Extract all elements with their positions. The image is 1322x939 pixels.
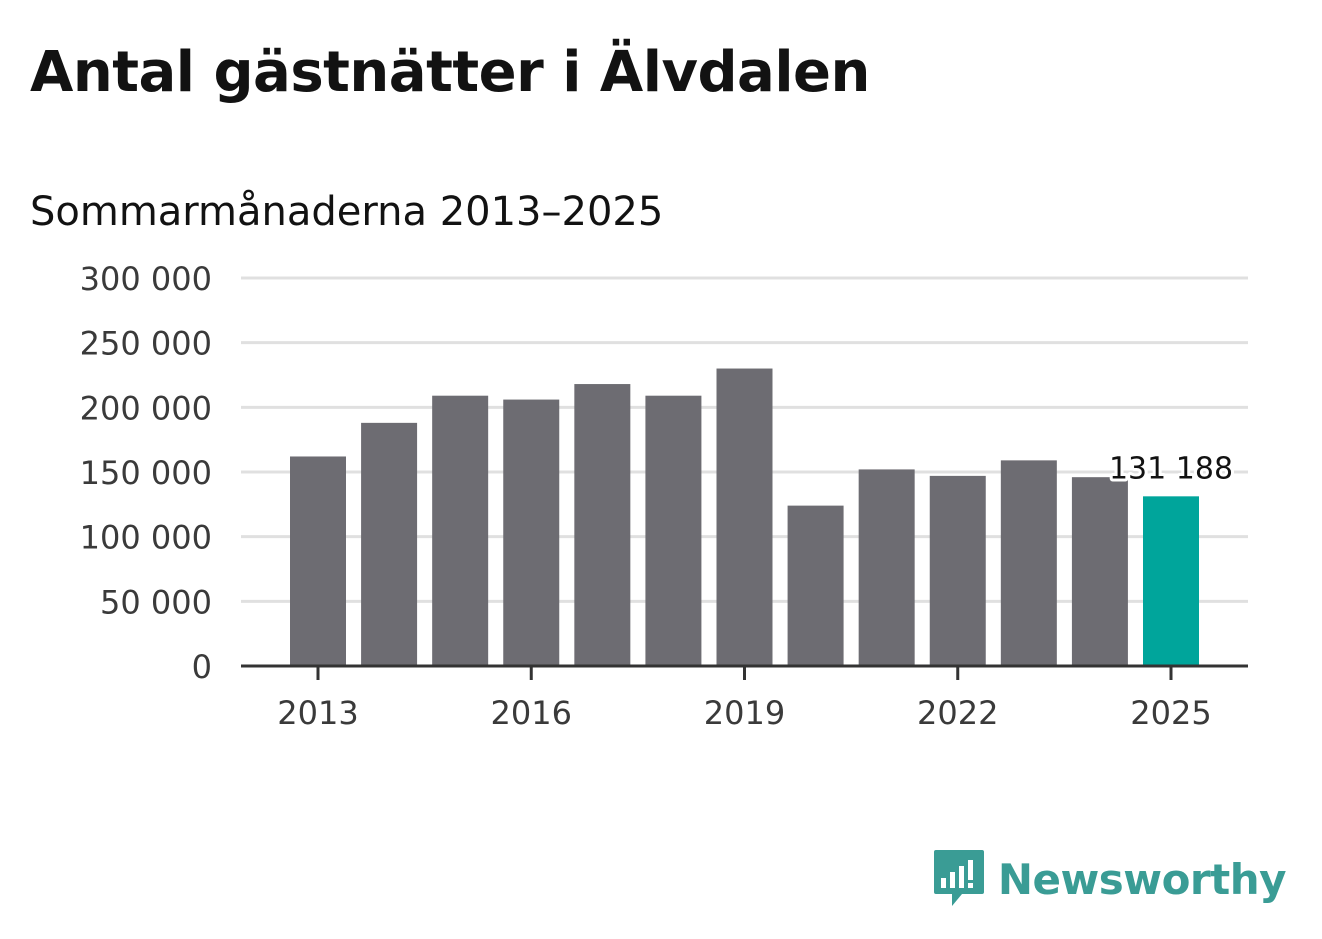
chart-title: Antal gästnätter i Älvdalen <box>30 40 870 105</box>
y-tick-label: 150 000 <box>80 454 212 492</box>
bar <box>929 475 986 666</box>
x-tick-label: 2025 <box>1130 694 1211 732</box>
x-tick-label: 2016 <box>491 694 572 732</box>
bar <box>503 399 560 666</box>
y-tick-label: 250 000 <box>80 325 212 363</box>
bar <box>858 469 915 666</box>
y-tick-label: 0 <box>192 648 212 686</box>
data-label: 131 188 <box>1109 451 1233 486</box>
bar <box>574 384 631 666</box>
x-tick-label: 2013 <box>277 694 358 732</box>
newsworthy-logo-icon <box>933 850 984 906</box>
newsworthy-wordmark: Newsworthy <box>997 854 1287 904</box>
x-tick-label: 2022 <box>917 694 998 732</box>
bar <box>1071 477 1128 666</box>
bar <box>361 422 418 666</box>
y-tick-label: 100 000 <box>80 519 212 557</box>
newsworthy-logo: Newsworthy <box>932 848 1287 910</box>
bar <box>716 368 773 666</box>
bar <box>645 395 702 666</box>
bar <box>1000 460 1057 666</box>
x-tick-label: 2019 <box>704 694 785 732</box>
bar <box>787 505 844 666</box>
y-tick-label: 50 000 <box>100 583 212 621</box>
bar <box>1143 496 1199 666</box>
y-tick-label: 300 000 <box>80 260 212 298</box>
chart-subtitle: Sommarmånaderna 2013–2025 <box>30 189 664 235</box>
bar <box>290 456 346 666</box>
y-tick-label: 200 000 <box>80 389 212 427</box>
bar <box>432 395 489 666</box>
